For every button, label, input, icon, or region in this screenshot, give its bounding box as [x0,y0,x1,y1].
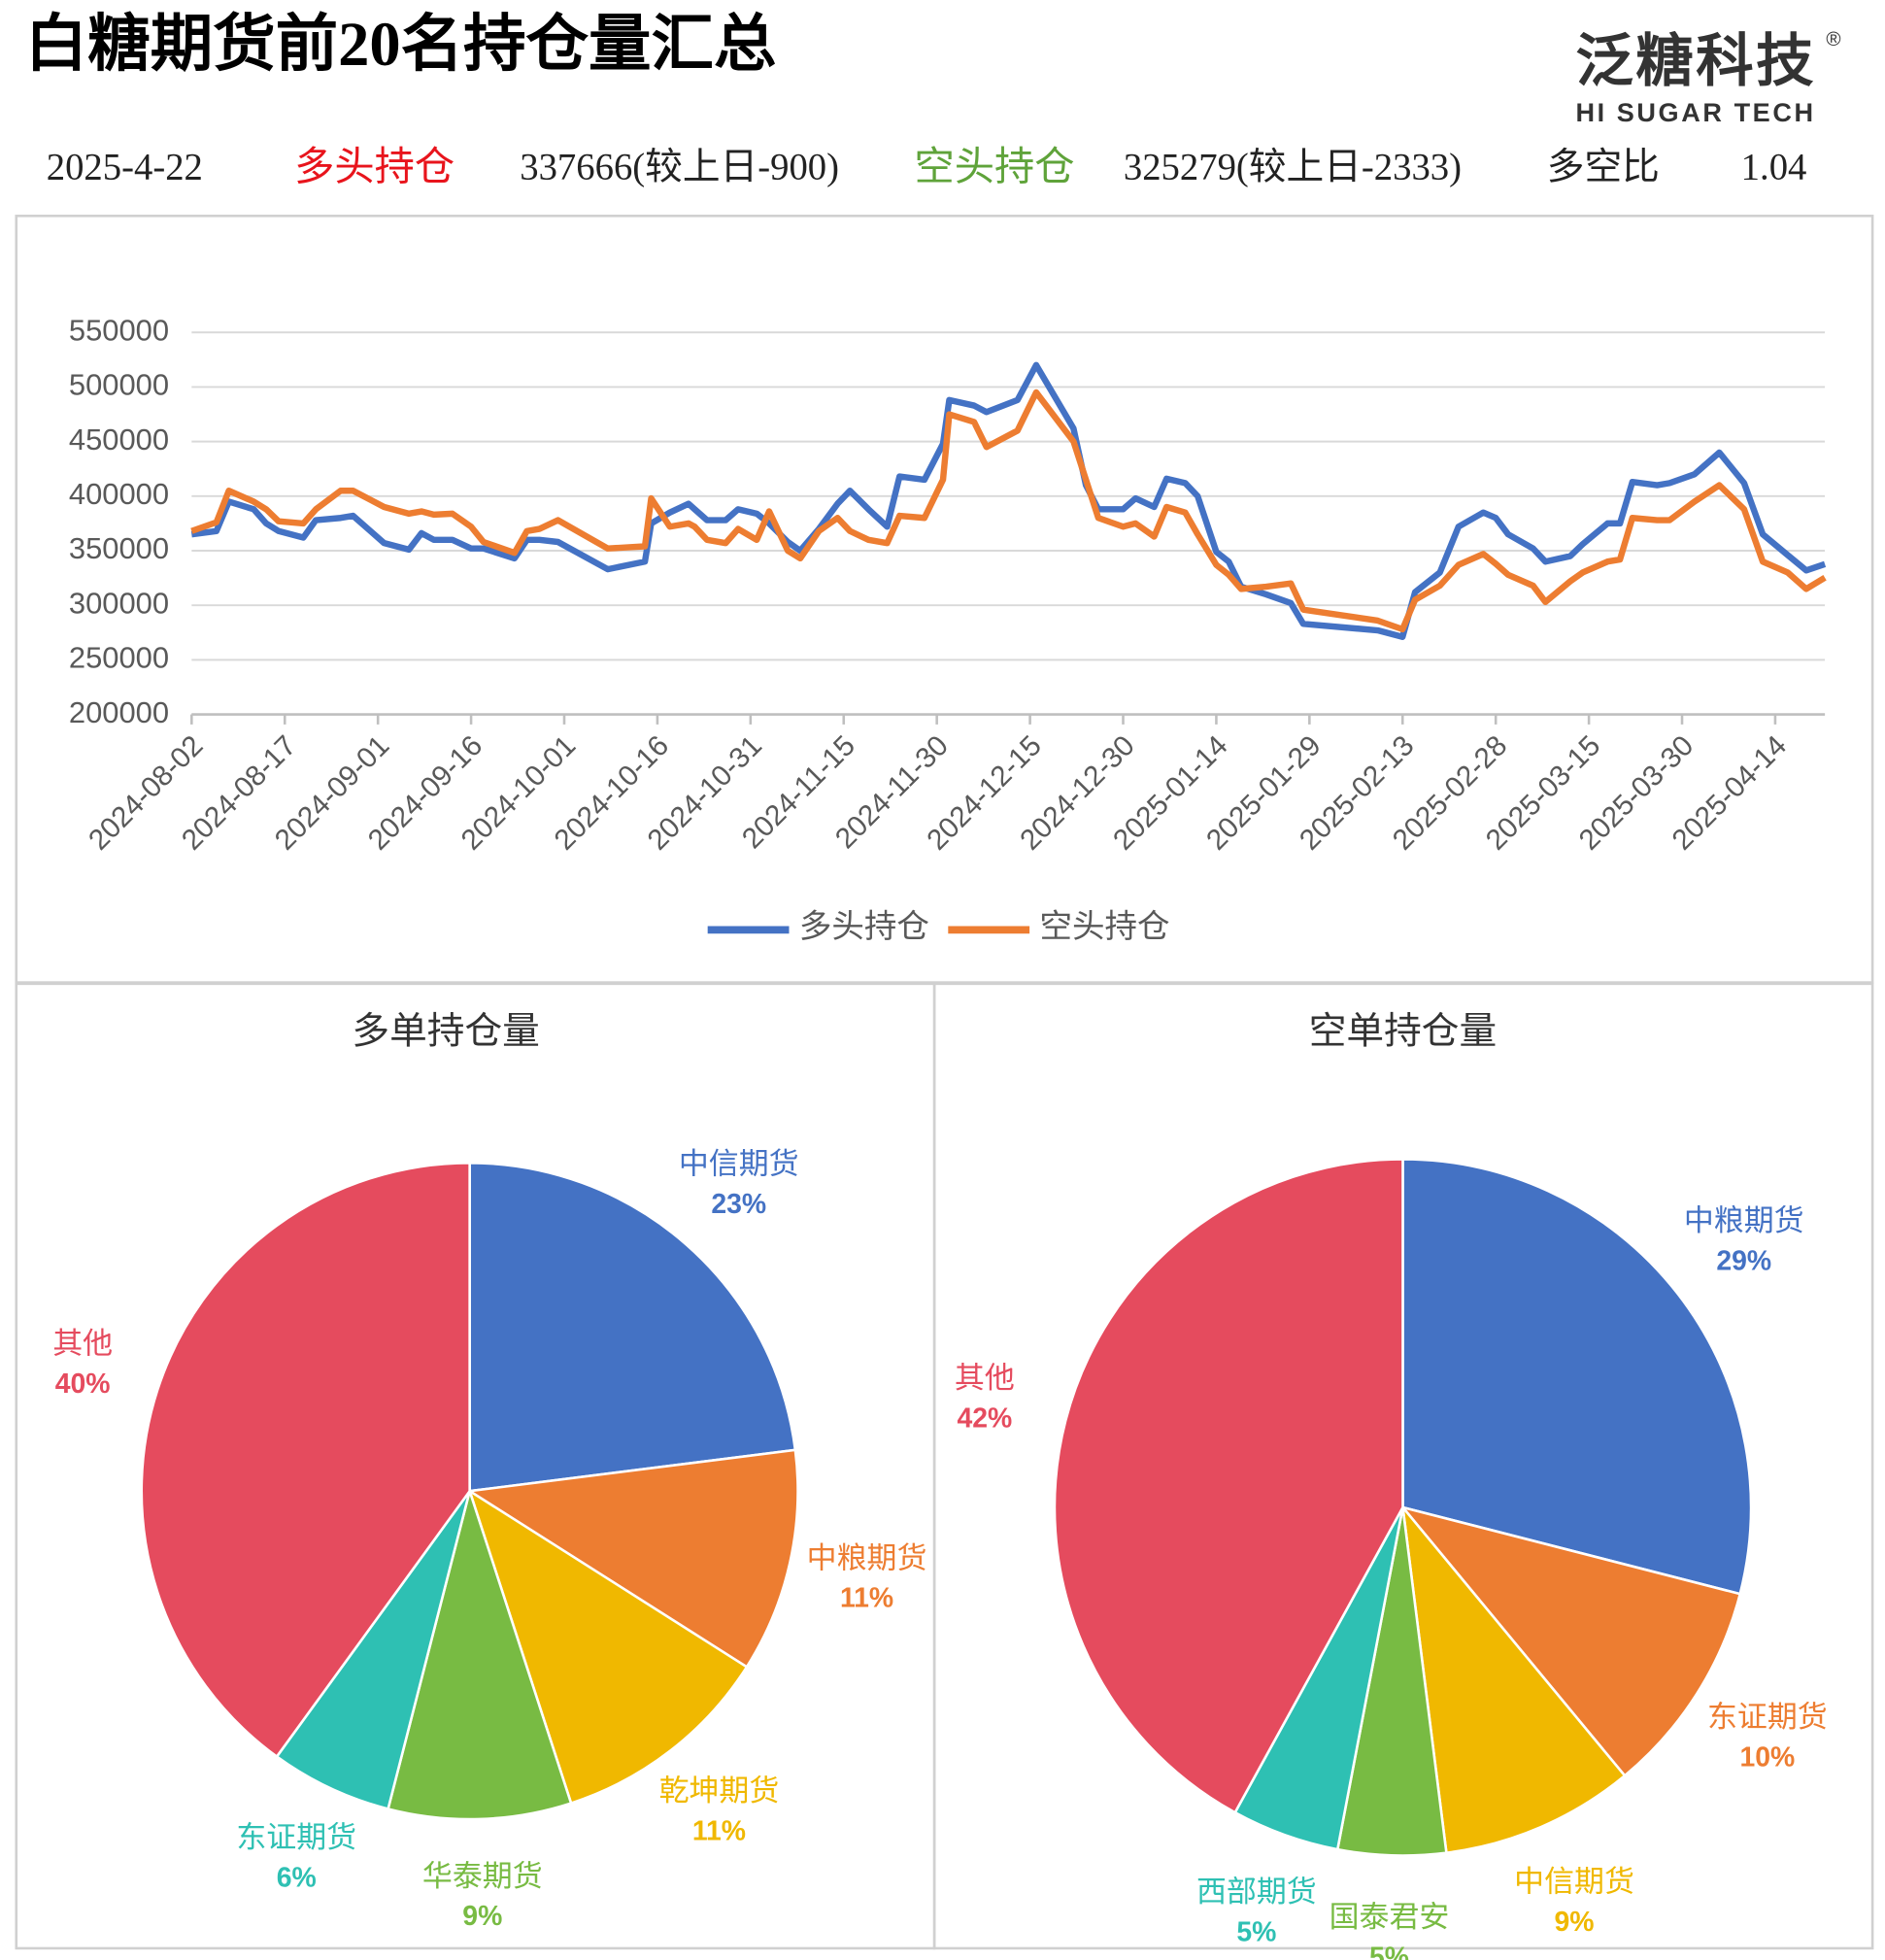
slice-label: 其他 [955,1361,1015,1395]
y-tick-label: 400000 [69,477,169,511]
line-series [190,389,1827,633]
pie-slice [1398,1504,1742,1778]
slice-value: 11% [692,1815,746,1846]
pie-panel [932,982,1874,1950]
pie-slice [467,1488,749,1806]
y-tick-label: 550000 [69,313,169,347]
y-tick-label: 300000 [69,586,169,620]
slice-label: 中粮期货 [1684,1203,1804,1237]
pie-slice [387,1486,573,1821]
pie-slice [1400,1503,1627,1855]
logo: 泛糖科技 [1575,28,1816,93]
slice-value: 40% [55,1369,111,1400]
long-value: 337666(较上日-900) [520,147,839,188]
slice-label: 其他 [52,1326,113,1360]
slice-value: 42% [957,1403,1012,1435]
page-title: 白糖期货前20名持仓量汇总 [25,10,777,79]
short-label: 空头持仓 [914,144,1074,188]
slice-label: 中信期货 [1514,1865,1634,1899]
pie-slice [1401,1158,1753,1596]
slice-label: 华泰期货 [422,1859,543,1893]
slice-value: 9% [462,1901,502,1932]
pie-title: 多单持仓量 [352,1011,539,1053]
slice-value: 6% [277,1862,317,1893]
short-value: 325279(较上日-2333) [1124,147,1462,188]
ratio-label: 多空比 [1547,147,1660,188]
y-tick-label: 350000 [69,531,169,565]
slice-label: 中信期货 [679,1147,799,1181]
slice-value: 10% [1739,1741,1795,1773]
slice-value: 11% [840,1583,893,1614]
logo-sub: HI SUGAR TECH [1575,97,1815,127]
slice-value: 29% [1716,1246,1771,1277]
slice-label: 国泰君安 [1330,1900,1450,1934]
slice-label: 东证期货 [1707,1700,1828,1734]
pie-slice [465,1448,799,1670]
legend-label: 多头持仓 [799,909,929,945]
legend-label: 空头持仓 [1039,909,1169,945]
pie-title: 空单持仓量 [1309,1011,1497,1053]
slice-value: 5% [1236,1916,1276,1947]
y-tick-label: 200000 [69,695,169,729]
date: 2025-4-22 [47,148,203,188]
line-series [190,361,1827,640]
slice-value: 5% [1369,1942,1409,1960]
slice-value: 23% [711,1189,766,1220]
slice-label: 中粮期货 [807,1540,927,1574]
y-tick-label: 500000 [69,368,169,402]
logo-mark: ® [1826,28,1840,51]
pie-slice [140,1162,471,1759]
pie-slice [468,1162,797,1493]
y-tick-label: 450000 [69,422,169,456]
slice-label: 西部期货 [1196,1875,1317,1909]
ratio-value: 1.04 [1741,148,1807,188]
slice-value: 9% [1555,1907,1595,1938]
long-label: 多头持仓 [294,144,454,188]
slice-label: 东证期货 [236,1820,356,1854]
pie-slice [1053,1158,1404,1814]
slice-label: 乾坤期货 [659,1774,780,1808]
pie-slice [275,1490,471,1811]
line-panel [15,214,1874,984]
y-tick-label: 250000 [69,641,169,675]
